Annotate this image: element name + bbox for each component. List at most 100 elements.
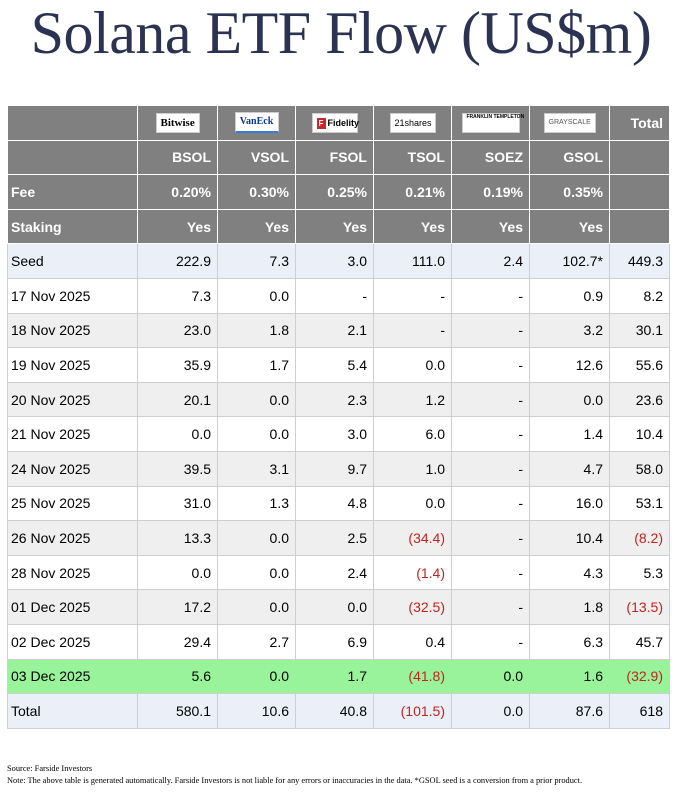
table-row: 18 Nov 2025 23.0 1.8 2.1- -3.2 30.1 bbox=[7, 312, 670, 349]
row-date-label: 24 Nov 2025 bbox=[7, 450, 138, 487]
staking-label: Staking bbox=[7, 208, 138, 245]
page-title: Solana ETF Flow (US$m) bbox=[30, 0, 652, 66]
table-row: 01 Dec 2025 17.2 0.0 0.0 (32.5) -1.8 (13.5) bbox=[7, 589, 670, 625]
flow-value-cell: 0.0 bbox=[529, 381, 610, 418]
flow-value-cell: - bbox=[295, 277, 374, 314]
flow-value-cell: 2.7 bbox=[217, 623, 296, 660]
row-total-cell: 10.4 bbox=[609, 416, 670, 452]
total-value-cell: (101.5) bbox=[373, 693, 452, 729]
row-date-label: 19 Nov 2025 bbox=[7, 347, 138, 383]
total-row: Total 580.1 10.6 40.8 (101.5) 0.0 87.6 618 bbox=[7, 693, 670, 729]
issuer-logo-cell: VanEck bbox=[217, 105, 296, 141]
total-value-cell: 10.6 bbox=[217, 693, 296, 729]
flow-value-cell: 4.8 bbox=[295, 485, 374, 522]
flow-value-cell: 3.2 bbox=[529, 312, 610, 349]
flow-value-cell: 3.0 bbox=[295, 243, 374, 279]
row-date-label: 28 Nov 2025 bbox=[7, 554, 138, 591]
flow-value-cell: 102.7* bbox=[529, 243, 610, 279]
table-row: Seed 222.9 7.3 3.0 111.0 2.4 102.7* 449.3 bbox=[7, 243, 670, 279]
row-date-label: 18 Nov 2025 bbox=[7, 312, 138, 349]
total-value-cell: 40.8 bbox=[295, 693, 374, 729]
flow-value-cell: - bbox=[451, 520, 530, 556]
flow-value-cell: 23.0 bbox=[137, 312, 218, 349]
fee-row: Fee 0.20% 0.30% 0.25% 0.21% 0.19% 0.35% bbox=[7, 174, 670, 210]
staking-cell: Yes bbox=[217, 208, 296, 245]
flow-value-cell: 1.0 bbox=[373, 450, 452, 487]
total-header: Total bbox=[609, 105, 670, 141]
row-total-cell: 23.6 bbox=[609, 381, 670, 418]
flow-value-cell: 0.0 bbox=[217, 416, 296, 452]
flow-value-cell: (1.4) bbox=[373, 554, 452, 591]
flow-value-cell: 9.7 bbox=[295, 450, 374, 487]
flow-value-cell: - bbox=[451, 277, 530, 314]
flow-value-cell: 0.4 bbox=[373, 623, 452, 660]
flow-value-cell: 31.0 bbox=[137, 485, 218, 522]
flow-value-cell: (32.5) bbox=[373, 589, 452, 625]
table-row: 02 Dec 2025 29.4 2.7 6.9 0.4-6.3 45.7 bbox=[7, 623, 670, 660]
flow-value-cell: 12.6 bbox=[529, 347, 610, 383]
total-value-cell: 0.0 bbox=[451, 693, 530, 729]
flow-value-cell: - bbox=[451, 623, 530, 660]
table-row: 17 Nov 2025 7.3 0.0- - -0.9 8.2 bbox=[7, 277, 670, 314]
row-date-label: 21 Nov 2025 bbox=[7, 416, 138, 452]
flow-value-cell: 1.7 bbox=[217, 347, 296, 383]
21shares-logo: 21shares bbox=[389, 112, 436, 133]
flow-value-cell: 0.0 bbox=[137, 416, 218, 452]
staking-cell: Yes bbox=[529, 208, 610, 245]
flow-value-cell: 7.3 bbox=[137, 277, 218, 314]
fidelity-mark-icon: F bbox=[316, 117, 326, 129]
flow-value-cell: 39.5 bbox=[137, 450, 218, 487]
flow-value-cell: 1.8 bbox=[529, 589, 610, 625]
header-blank-cell bbox=[7, 105, 138, 141]
table-row: 24 Nov 2025 39.5 3.1 9.7 1.0-4.7 58.0 bbox=[7, 450, 670, 487]
flow-value-cell: 6.3 bbox=[529, 623, 610, 660]
row-total-cell: (13.5) bbox=[609, 589, 670, 625]
row-date-label: 03 Dec 2025 bbox=[7, 658, 138, 695]
flow-value-cell: 0.0 bbox=[217, 277, 296, 314]
row-total-cell: 45.7 bbox=[609, 623, 670, 660]
table-row: 03 Dec 2025 5.6 0.0 1.7 (41.8) 0.0 1.6 (32.9) bbox=[7, 658, 670, 695]
staking-cell: Yes bbox=[451, 208, 530, 245]
ticker-cell: BSOL bbox=[137, 139, 218, 176]
flow-value-cell: 0.0 bbox=[217, 589, 296, 625]
row-total-cell: (32.9) bbox=[609, 658, 670, 695]
flow-value-cell: 1.6 bbox=[529, 658, 610, 695]
table-row: 19 Nov 2025 35.9 1.7 5.4 0.0-12.6 55.6 bbox=[7, 347, 670, 383]
fee-cell: 0.30% bbox=[217, 174, 296, 210]
table-row: 25 Nov 2025 31.0 1.3 4.8 0.0-16.0 53.1 bbox=[7, 485, 670, 522]
franklin-templeton-logo: FRANKLIN TEMPLETON bbox=[461, 112, 524, 133]
flow-value-cell: 0.0 bbox=[451, 658, 530, 695]
flow-value-cell: - bbox=[451, 450, 530, 487]
row-total-cell: 55.6 bbox=[609, 347, 670, 383]
flow-value-cell: 3.0 bbox=[295, 416, 374, 452]
flow-value-cell: 0.0 bbox=[373, 347, 452, 383]
staking-total-cell bbox=[609, 208, 670, 245]
flow-value-cell: 10.4 bbox=[529, 520, 610, 556]
table-row: 26 Nov 2025 13.3 0.0 2.5 (34.4) -10.4 (8.2) bbox=[7, 520, 670, 556]
flow-value-cell: - bbox=[373, 277, 452, 314]
row-date-label: 25 Nov 2025 bbox=[7, 485, 138, 522]
flow-value-cell: (34.4) bbox=[373, 520, 452, 556]
row-total-cell: (8.2) bbox=[609, 520, 670, 556]
flow-value-cell: 5.6 bbox=[137, 658, 218, 695]
flow-value-cell: 2.4 bbox=[451, 243, 530, 279]
flow-value-cell: - bbox=[451, 347, 530, 383]
table-row: 20 Nov 2025 20.1 0.0 2.3 1.2-0.0 23.6 bbox=[7, 381, 670, 418]
row-date-label: 02 Dec 2025 bbox=[7, 623, 138, 660]
flow-value-cell: 0.9 bbox=[529, 277, 610, 314]
issuer-logo-row: Bitwise VanEck F Fidelity 21shares FRANKLIN T… bbox=[7, 105, 670, 141]
flow-value-cell: 17.2 bbox=[137, 589, 218, 625]
flow-value-cell: 16.0 bbox=[529, 485, 610, 522]
flow-value-cell: - bbox=[373, 312, 452, 349]
flow-value-cell: 6.9 bbox=[295, 623, 374, 660]
flow-value-cell: 29.4 bbox=[137, 623, 218, 660]
ticker-cell: FSOL bbox=[295, 139, 374, 176]
flow-value-cell: 3.1 bbox=[217, 450, 296, 487]
table-row: 21 Nov 2025 0.0 0.0 3.0 6.0-1.4 10.4 bbox=[7, 416, 670, 452]
flow-value-cell: 0.0 bbox=[217, 381, 296, 418]
flow-value-cell: 111.0 bbox=[373, 243, 452, 279]
issuer-logo-cell: F Fidelity bbox=[295, 105, 374, 141]
staking-row: Staking Yes Yes Yes Yes Yes Yes bbox=[7, 208, 670, 245]
fee-cell: 0.35% bbox=[529, 174, 610, 210]
fee-total-cell bbox=[609, 174, 670, 210]
